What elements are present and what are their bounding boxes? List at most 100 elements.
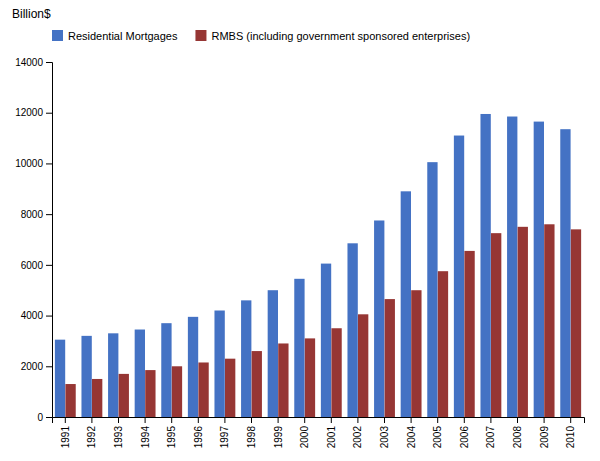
x-tick-label: 1992 — [86, 426, 97, 449]
x-tick: 2004 — [406, 417, 417, 448]
x-axis: 1991199219931994199519961997199819992000… — [53, 417, 585, 448]
bar — [534, 122, 544, 417]
x-tick-mark — [331, 417, 332, 423]
chart: 0 2000 4000 6000 8000 10000 12000 14000 1991 1992… — [0, 0, 600, 461]
bar — [480, 114, 490, 417]
x-tick: 2001 — [326, 417, 337, 448]
bar — [305, 338, 315, 417]
bar — [188, 317, 198, 417]
x-tick: 1997 — [219, 417, 230, 448]
bar — [294, 279, 304, 417]
bar — [427, 162, 437, 417]
legend-swatch — [52, 30, 63, 41]
x-tick-mark — [357, 417, 358, 423]
bar — [507, 117, 517, 417]
legend-label: Residential Mortgages — [68, 30, 178, 42]
y-tick: 14000 — [15, 57, 52, 68]
bar — [172, 366, 182, 417]
x-tick: 2008 — [512, 417, 523, 448]
x-tick: 2010 — [565, 417, 576, 448]
y-tick-label: 6000 — [21, 260, 44, 271]
y-tick-label: 0 — [37, 412, 43, 423]
bar — [119, 374, 129, 417]
y-tick-mark — [46, 316, 52, 317]
x-tick: 2009 — [539, 417, 550, 448]
y-axis-title: Billion$ — [12, 7, 51, 21]
y-tick-label: 12000 — [15, 107, 43, 118]
y-tick: 4000 — [21, 310, 52, 321]
bars — [55, 114, 581, 417]
x-tick-label: 2007 — [485, 426, 496, 449]
x-tick-label: 1999 — [273, 426, 284, 449]
bar — [214, 311, 224, 418]
y-tick-label: 4000 — [21, 310, 44, 321]
x-tick-label: 2002 — [352, 426, 363, 449]
y-tick: 0 — [37, 412, 52, 423]
bar — [464, 251, 474, 417]
y-tick-mark — [46, 417, 52, 418]
x-tick-label: 1991 — [60, 426, 71, 449]
x-tick-mark — [544, 417, 545, 423]
x-tick-label: 2000 — [299, 426, 310, 449]
bar — [268, 290, 278, 417]
bar — [108, 333, 118, 417]
x-tick-label: 1996 — [193, 426, 204, 449]
x-tick-mark — [171, 417, 172, 423]
x-tick-mark — [65, 417, 66, 423]
x-tick-mark — [118, 417, 119, 423]
x-tick-label: 2001 — [326, 426, 337, 449]
x-tick: 1998 — [246, 417, 257, 448]
x-axis-line — [53, 418, 585, 424]
x-tick-mark — [91, 417, 92, 423]
bar — [571, 229, 581, 417]
x-tick-label: 2003 — [379, 426, 390, 449]
bar — [347, 243, 357, 417]
bar — [55, 340, 65, 417]
y-tick: 6000 — [21, 260, 52, 271]
x-tick-label: 2010 — [565, 426, 576, 449]
bar — [454, 136, 464, 417]
y-tick-mark — [46, 62, 52, 63]
x-tick: 1992 — [86, 417, 97, 448]
x-tick-mark — [198, 417, 199, 423]
legend-item: Residential Mortgages — [52, 30, 178, 42]
x-tick-mark — [490, 417, 491, 423]
x-tick-mark — [224, 417, 225, 423]
x-tick: 1991 — [60, 417, 71, 448]
x-tick-mark — [517, 417, 518, 423]
y-axis-line — [46, 63, 53, 418]
bar — [321, 264, 331, 417]
y-tick-mark — [46, 113, 52, 114]
x-tick-mark — [278, 417, 279, 423]
x-tick: 1999 — [273, 417, 284, 448]
x-tick-label: 2004 — [406, 426, 417, 449]
x-tick-mark — [464, 417, 465, 423]
legend-label: RMBS (including government sponsored ent… — [211, 30, 470, 42]
x-tick: 2000 — [299, 417, 310, 448]
y-tick: 2000 — [21, 361, 52, 372]
x-tick-mark — [304, 417, 305, 423]
x-tick-mark — [570, 417, 571, 423]
bar — [135, 330, 145, 417]
y-tick-mark — [46, 163, 52, 164]
bar — [252, 351, 262, 417]
x-tick-label: 2009 — [539, 426, 550, 449]
bar — [81, 336, 91, 417]
bar — [198, 362, 208, 417]
y-tick-label: 8000 — [21, 209, 44, 220]
x-tick-mark — [145, 417, 146, 423]
y-axis: 0 2000 4000 6000 8000 10000 12000 14000 — [15, 57, 52, 423]
bar — [438, 271, 448, 417]
y-tick: 12000 — [15, 107, 52, 118]
y-tick-mark — [46, 366, 52, 367]
bar — [411, 290, 421, 417]
x-tick: 1994 — [140, 417, 151, 448]
x-tick: 1996 — [193, 417, 204, 448]
y-tick: 10000 — [15, 158, 52, 169]
x-tick: 2005 — [432, 417, 443, 448]
y-tick-mark — [46, 214, 52, 215]
bar — [401, 191, 411, 417]
bar — [518, 227, 528, 417]
x-tick-label: 1994 — [140, 426, 151, 449]
bar — [145, 370, 155, 417]
